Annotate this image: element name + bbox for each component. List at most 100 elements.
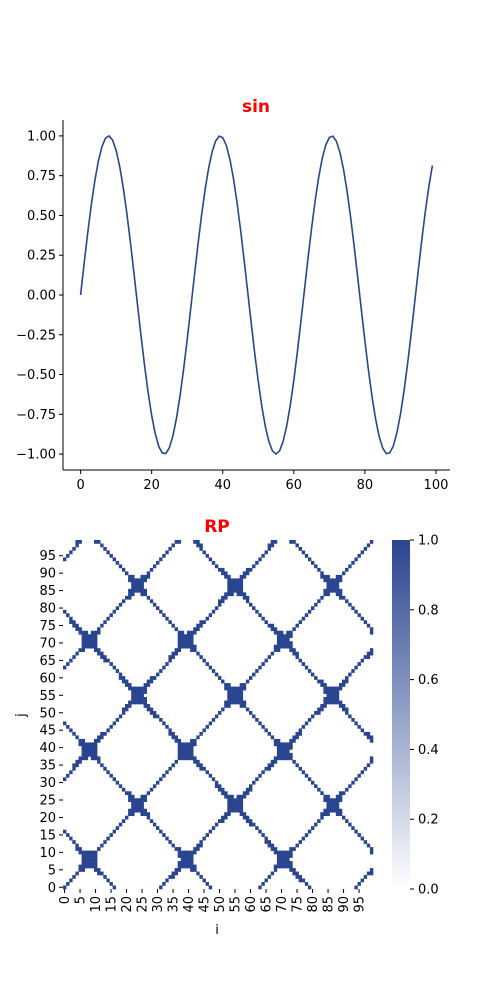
sin-y-tick-label: −0.75 (16, 408, 56, 423)
rp-cell (100, 652, 103, 656)
rp-cell (168, 655, 171, 659)
rp-cell (345, 819, 348, 823)
rp-cell (79, 648, 82, 652)
rp-cell (227, 582, 230, 586)
rp-cell (119, 676, 122, 680)
rp-cell (280, 638, 283, 642)
rp-cell (342, 708, 345, 712)
rp-cell (137, 578, 140, 582)
rp-cell (221, 599, 224, 603)
rp-cell (141, 805, 144, 809)
rp-cell (106, 550, 109, 554)
rp-cell (187, 756, 190, 760)
rp-cell (323, 687, 326, 691)
rp-cell (299, 547, 302, 551)
rp-cell (178, 634, 181, 638)
rp-cell (178, 749, 181, 753)
rp-cell (333, 805, 336, 809)
rp-cell (224, 575, 227, 579)
rp-cell (224, 571, 227, 575)
rp-cell (82, 634, 85, 638)
rp-cell (187, 851, 190, 855)
rp-cell (289, 540, 292, 544)
rp-cell (320, 680, 323, 684)
rp-cell (141, 694, 144, 698)
rp-cell (237, 809, 240, 813)
rp-cell (286, 742, 289, 746)
rp-cell (147, 816, 150, 820)
rp-cell (246, 599, 249, 603)
rp-cell (156, 673, 159, 677)
rp-cell (351, 826, 354, 830)
rp-cell (144, 687, 147, 691)
rp-cell (333, 809, 336, 813)
rp-cell (178, 847, 181, 851)
rp-cell (137, 687, 140, 691)
rp-cell (91, 742, 94, 746)
rp-cell (175, 868, 178, 872)
rp-cell (305, 554, 308, 558)
rp-cell (333, 701, 336, 705)
rp-cell (134, 798, 137, 802)
rp-cell (206, 725, 209, 729)
rp-cell (224, 596, 227, 600)
rp-cell (230, 690, 233, 694)
rp-cell (286, 753, 289, 757)
sin-y-tick-label: 0.75 (27, 169, 56, 184)
rp-cell (240, 701, 243, 705)
rp-cell (134, 687, 137, 691)
rp-cell (280, 861, 283, 865)
sin-y-tick-label: 1.00 (27, 129, 56, 144)
rp-cell (103, 732, 106, 736)
rp-cell (199, 875, 202, 879)
rp-cell (91, 854, 94, 858)
rp-cell (215, 784, 218, 788)
sin-line-chart: sin −1.00 −0.75 −0.50 −0.25 0.00 0.25 0.50 0.75… (16, 97, 450, 493)
rp-cell (150, 711, 153, 715)
rp-cell (283, 749, 286, 753)
rp-cell (308, 777, 311, 781)
rp-cell (221, 819, 224, 823)
rp-cell (249, 788, 252, 792)
rp-cell (348, 564, 351, 568)
rp-cell (218, 599, 221, 603)
rp-cell (280, 742, 283, 746)
rp-cell (209, 886, 212, 890)
sin-y-tick-label: 0.50 (27, 209, 56, 224)
rp-cell (277, 638, 280, 642)
rp-cell (277, 854, 280, 858)
rp-cell (243, 795, 246, 799)
rp-cell (193, 756, 196, 760)
rp-cell (336, 809, 339, 813)
rp-cell (237, 585, 240, 589)
rp-cell (150, 599, 153, 603)
rp-cell (134, 694, 137, 698)
rp-cell (94, 753, 97, 757)
rp-cell (85, 753, 88, 757)
rp-cell (128, 795, 131, 799)
rp-cell (153, 715, 156, 719)
rp-cell (286, 858, 289, 862)
rp-x-tick-label: 5 (74, 896, 89, 904)
rp-cell (82, 742, 85, 746)
rp-cell (224, 592, 227, 596)
rp-cell (230, 809, 233, 813)
rp-cell (187, 746, 190, 750)
rp-cell (137, 701, 140, 705)
rp-cell (224, 704, 227, 708)
rp-x-tick-label: 95 (353, 896, 368, 913)
rp-cell (336, 592, 339, 596)
rp-cell (305, 666, 308, 670)
rp-cell (212, 777, 215, 781)
rp-cell (141, 687, 144, 691)
rp-cell (172, 844, 175, 848)
rp-cell (280, 746, 283, 750)
rp-cell (181, 854, 184, 858)
rp-cell (82, 861, 85, 865)
rp-cell (367, 763, 370, 767)
rp-cell (212, 669, 215, 673)
rp-cell (181, 638, 184, 642)
rp-cell (323, 704, 326, 708)
rp-y-tick-label: 45 (39, 724, 56, 739)
rp-cell (323, 690, 326, 694)
